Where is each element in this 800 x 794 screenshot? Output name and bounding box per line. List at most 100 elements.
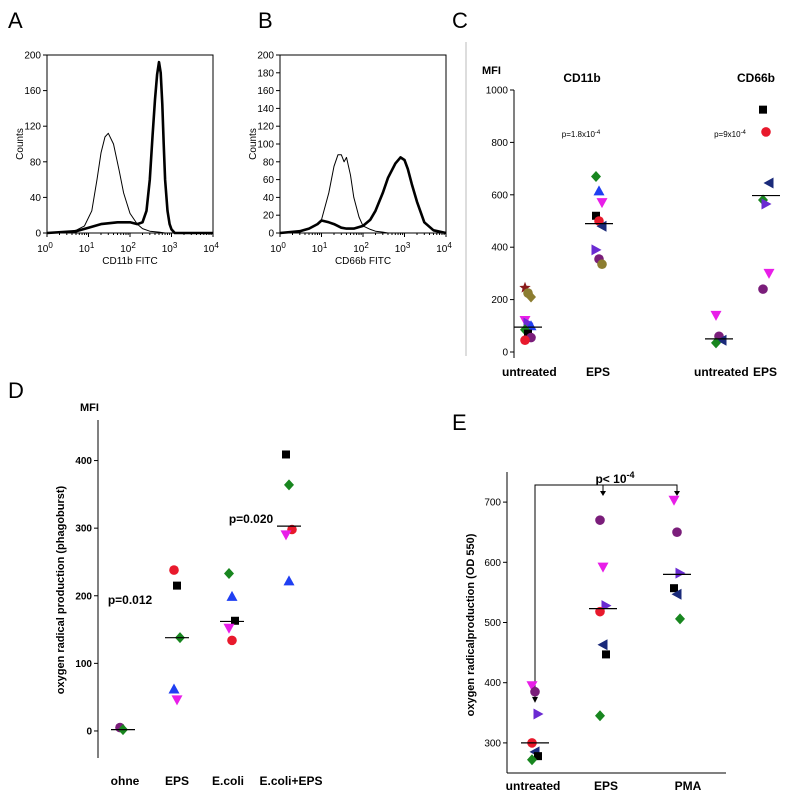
panel-c-point [763,177,774,189]
panel-d-category-label: E.coli+EPS [259,774,322,788]
panel-d-point [284,479,294,491]
hist-b-curve-stained [279,156,447,235]
panel-e-ytick-label: 600 [484,558,501,569]
panel-e-ytick-label: 400 [484,678,501,689]
hist-a-curve-stained [46,60,213,235]
hist-a-curve-control [47,132,213,234]
panel-c-point [763,268,775,279]
hist-b-xtick-label: 103 [395,241,411,256]
panel-c-point [526,291,536,303]
hist-b-ytick-label: 20 [263,211,275,222]
panel-e-point [533,708,544,720]
panel-label-a: A [8,8,23,33]
panel-d-point [231,616,239,625]
hist-a-ytick-label: 120 [24,122,41,133]
hist-b-frame [279,54,447,234]
hist-a-xtick-label: 101 [79,241,95,256]
panel-e-point [595,710,605,722]
hist-b-ytick-label: 0 [268,229,274,240]
panel-d-ytick-label: 400 [75,456,92,467]
panel-e-point [530,686,540,697]
hist-a-ylabel: Counts [15,128,26,160]
panel-e-point [672,527,682,537]
panel-c-pvalue-cd66b: p=9x10-4 [714,130,746,139]
panel-e-point [675,613,685,625]
panel-e-point [526,681,538,692]
panel-c-point [596,198,608,209]
panel-e-ytick-label: 500 [484,618,501,629]
panel-label-d: D [8,378,24,403]
hist-a-ytick-label: 160 [24,86,41,97]
panel-e-point [527,754,537,766]
panel-c-point [716,334,727,346]
panel-e-point [675,567,686,579]
hist-a-ytick-label: 0 [35,229,41,240]
panel-d-pvalue-1: p=0.012 [108,593,153,607]
panel-c-point [592,211,600,220]
hist-a-xtick-label: 102 [120,241,136,256]
hist-a-frame [46,54,214,234]
panel-d-point [280,530,292,541]
hist-b-curve-control [279,154,446,234]
panel-c-category-label: EPS [753,365,777,379]
panel-e-category-label: untreated [506,779,561,793]
hist-b-ytick-label: 180 [257,68,274,79]
panel-d-ytick-label: 200 [75,591,92,602]
hist-a-ytick-label: 40 [30,193,42,204]
hist-a-xlabel: CD11b FITC [102,256,157,267]
panel-e-point [602,650,610,659]
panel-c-point [761,198,772,210]
panel-c-point [591,244,602,256]
panel-label-b: B [258,8,273,33]
panel-e-point [597,639,608,651]
panel-c-group-title-cd66b: CD66b [737,71,775,85]
panel-c-point [761,127,771,137]
panel-e-point [534,752,542,761]
panel-d-point [283,575,295,586]
panel-d-ytick-label: 100 [75,659,92,670]
hist-b-ytick-label: 120 [257,122,274,133]
panel-c-point [758,284,768,294]
panel-e-point [670,584,678,593]
panel-e-bracket-arrow-left [532,696,538,703]
panel-e-category-label: PMA [675,779,702,793]
panel-e-ytick-label: 300 [484,738,501,749]
panel-d-point [173,581,181,590]
hist-a-ytick-label: 200 [24,51,41,62]
panel-d-point [226,590,238,601]
panel-c-ytick-label: 0 [502,348,508,359]
panel-d-point [224,567,234,579]
panel-c-point [593,185,605,196]
panel-d-ylabel: oxygen radical production (phagoburst) [55,485,67,694]
panel-c-point [520,335,530,346]
panel-e-bracket-arrow-mid [600,491,606,496]
panel-c-ytick-label: 800 [491,138,508,149]
panel-d-ytick-label: 300 [75,524,92,535]
panel-c-point [524,329,532,338]
panel-c-category-label: EPS [586,365,610,379]
hist-a-xtick-label: 104 [203,241,219,256]
hist-b-ytick-label: 100 [257,140,274,151]
panel-label-c: C [452,8,468,33]
hist-b-ytick-label: 60 [263,175,275,186]
panel-e-point [595,515,605,525]
hist-b-xtick-label: 102 [353,241,369,256]
hist-b-xtick-label: 100 [270,241,286,256]
panel-c-point [597,259,607,270]
panel-d-point [227,635,237,646]
hist-a-ytick-label: 80 [30,157,42,168]
panel-c-point [519,281,531,293]
panel-e-ylabel: oxygen radicalproduction (OD 550) [465,533,477,716]
panel-c-point [525,320,537,331]
panel-c-ytick-label: 1000 [486,86,509,97]
panel-c-point [759,105,767,114]
panel-c-ytick-label: 600 [491,190,508,201]
panel-e-bracket [534,484,678,701]
panel-label-e: E [452,410,467,435]
hist-b-ytick-label: 80 [263,157,275,168]
panel-c-category-label: untreated [502,365,557,379]
panel-d-unit-label: MFI [80,402,99,414]
hist-b-ytick-label: 140 [257,104,274,115]
